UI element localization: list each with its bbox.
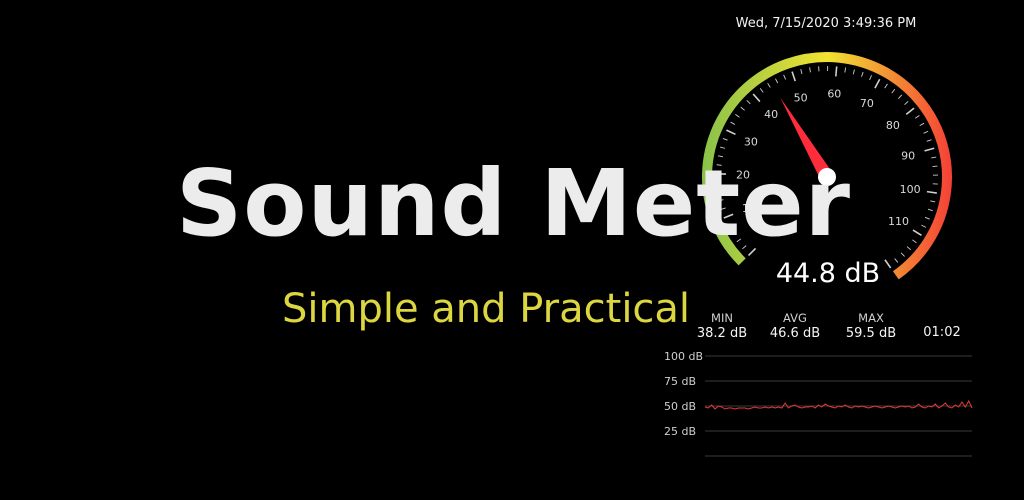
max-value: 59.5 dB: [845, 326, 897, 341]
gauge-tick: [894, 258, 899, 263]
gauge-tick: [759, 88, 764, 93]
gauge-tick: [809, 67, 811, 73]
gauge-tick: [912, 229, 922, 236]
max-stat: MAX 59.5 dB: [831, 310, 911, 342]
gauge-tick: [747, 247, 757, 257]
gauge-tick: [731, 231, 737, 235]
gauge-needle-hub: [818, 168, 836, 186]
gauge-tick: [898, 94, 903, 99]
gauge-tick: [912, 239, 917, 244]
gauge-tick: [924, 147, 935, 152]
gauge-tick: [904, 100, 909, 106]
gauge-tick-label: 80: [886, 119, 900, 132]
gauge-tick: [844, 67, 847, 73]
gauge-tick: [923, 130, 929, 134]
gauge-tick: [752, 93, 761, 103]
min-label: MIN: [711, 311, 733, 325]
graph-y-label-100: 100 dB: [664, 350, 704, 363]
gauge-tick-labels: 10 20 30 40 50 60 70 80 90 100 110: [736, 87, 921, 228]
gauge-tick: [931, 156, 937, 159]
graph-y-label-75: 75 dB: [664, 375, 697, 388]
datetime-display: Wed, 7/15/2020 3:49:36 PM: [735, 16, 917, 31]
gauge-tick: [914, 115, 920, 119]
graph-y-label-50: 50 dB: [664, 400, 697, 413]
gauge-tick: [905, 107, 915, 115]
gauge-tick: [746, 100, 751, 105]
gauge-tick-label: 10: [742, 202, 756, 215]
gauge-tick: [742, 245, 747, 250]
avg-label: AVG: [783, 311, 807, 325]
gauge-tick: [730, 121, 736, 125]
gauge-tick: [800, 69, 803, 75]
graph-y-label-25: 25 dB: [664, 425, 697, 438]
gauge-tick: [740, 106, 745, 111]
gauge-tick: [716, 190, 723, 193]
gauge-tick-label: 90: [901, 149, 915, 162]
gauge-tick-label: 110: [888, 215, 909, 228]
gauge-tick: [906, 246, 912, 251]
gauge-tick-label: 20: [736, 169, 750, 182]
gauge-tick: [874, 78, 881, 89]
gauge-tick: [727, 223, 733, 227]
gauge-tick: [900, 252, 905, 257]
gauge-color-arc: [702, 52, 952, 280]
gauge-tick-label: 50: [794, 91, 808, 104]
gauge-tick: [926, 139, 932, 142]
elapsed-time: 01:02: [923, 325, 961, 340]
gauge-tick: [775, 78, 779, 84]
gauge-tick-label: 60: [827, 87, 841, 100]
gauge-tick: [919, 122, 925, 127]
gauge-tick: [722, 138, 728, 141]
gauge-tick: [884, 259, 892, 269]
db-history-line: [704, 399, 973, 410]
app-tagline: Simple and Practical: [282, 286, 691, 332]
gauge-tick: [716, 164, 722, 166]
gauge-tick: [861, 71, 864, 77]
gauge-tick: [767, 82, 771, 88]
gauge-needle: [780, 97, 834, 181]
gauge-tick: [891, 88, 896, 94]
gauge-tick: [720, 207, 726, 210]
gauge-tick: [736, 238, 742, 243]
gauge-tick: [723, 213, 734, 219]
gauge-tick: [783, 74, 786, 80]
gauge-tick: [924, 216, 930, 220]
db-history-graph: [704, 355, 973, 457]
gauge-tick: [720, 146, 726, 149]
gauge-tick: [717, 155, 724, 158]
gauge-tick-label: 30: [744, 136, 758, 149]
gauge-tick-label: 40: [764, 108, 778, 121]
gauge-ticks: [716, 65, 938, 269]
gauge-tick: [718, 199, 724, 202]
app-title: Sound Meter: [176, 150, 852, 257]
avg-stat: AVG 46.6 dB: [755, 310, 835, 342]
gauge-tick: [921, 224, 927, 228]
gauge-tick: [791, 71, 796, 82]
max-label: MAX: [858, 311, 884, 325]
gauge-tick-label: 100: [900, 183, 921, 196]
gauge-tick: [835, 66, 838, 77]
gauge-tick-label: 70: [860, 97, 874, 110]
min-value: 38.2 dB: [696, 326, 748, 341]
gauge-tick: [884, 83, 888, 89]
min-stat: MIN 38.2 dB: [682, 310, 762, 342]
gauge-tick: [726, 129, 736, 136]
avg-value: 46.6 dB: [769, 326, 821, 341]
gauge-tick: [735, 114, 740, 118]
gauge-tick: [869, 75, 872, 81]
current-db-reading: 44.8 dB: [775, 258, 881, 289]
gauge-tick: [927, 208, 933, 212]
gauge-tick: [930, 200, 936, 203]
gauge-tick: [926, 190, 937, 194]
gauge-tick: [852, 69, 855, 75]
